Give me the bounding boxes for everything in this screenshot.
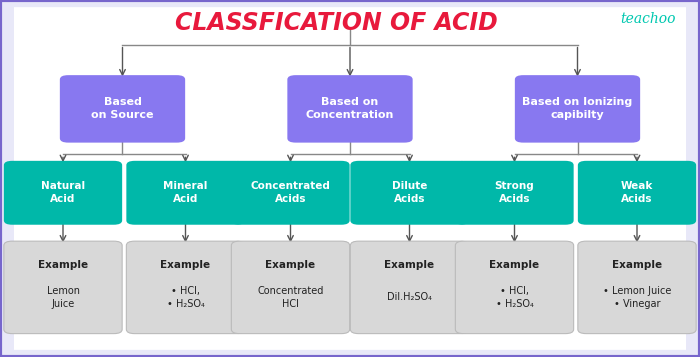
- Text: Dilute
Acids: Dilute Acids: [392, 181, 427, 204]
- FancyBboxPatch shape: [126, 161, 245, 225]
- FancyBboxPatch shape: [350, 161, 469, 225]
- Text: Concentrated
Acids: Concentrated Acids: [251, 181, 330, 204]
- FancyBboxPatch shape: [60, 75, 185, 143]
- Text: • Lemon Juice
• Vinegar: • Lemon Juice • Vinegar: [603, 286, 671, 309]
- FancyBboxPatch shape: [578, 241, 696, 333]
- Text: Lemon
Juice: Lemon Juice: [46, 286, 80, 309]
- Text: Dil.H₂SO₄: Dil.H₂SO₄: [387, 292, 432, 302]
- FancyBboxPatch shape: [455, 161, 574, 225]
- Text: Example: Example: [265, 260, 316, 270]
- FancyBboxPatch shape: [4, 161, 122, 225]
- Text: Example: Example: [489, 260, 540, 270]
- Text: Based
on Source: Based on Source: [91, 97, 154, 120]
- Text: Example: Example: [38, 260, 88, 270]
- FancyBboxPatch shape: [287, 75, 412, 143]
- Text: Mineral
Acid: Mineral Acid: [163, 181, 208, 204]
- FancyBboxPatch shape: [231, 161, 349, 225]
- FancyBboxPatch shape: [455, 241, 574, 333]
- Text: teachoo: teachoo: [620, 12, 676, 26]
- Text: • HCl,
• H₂SO₄: • HCl, • H₂SO₄: [496, 286, 533, 309]
- FancyBboxPatch shape: [350, 241, 469, 333]
- Text: Weak
Acids: Weak Acids: [621, 181, 653, 204]
- Text: Strong
Acids: Strong Acids: [495, 181, 534, 204]
- Text: Natural
Acid: Natural Acid: [41, 181, 85, 204]
- Text: CLASSFICATION OF ACID: CLASSFICATION OF ACID: [174, 11, 498, 35]
- Text: Example: Example: [384, 260, 435, 270]
- Text: • HCl,
• H₂SO₄: • HCl, • H₂SO₄: [167, 286, 204, 309]
- Text: Concentrated
HCl: Concentrated HCl: [258, 286, 323, 309]
- Text: Example: Example: [160, 260, 211, 270]
- FancyBboxPatch shape: [514, 75, 640, 143]
- Text: Based on
Concentration: Based on Concentration: [306, 97, 394, 120]
- Text: Based on Ionizing
capibilty: Based on Ionizing capibilty: [522, 97, 633, 120]
- FancyBboxPatch shape: [126, 241, 245, 333]
- FancyBboxPatch shape: [14, 7, 686, 350]
- FancyBboxPatch shape: [578, 161, 696, 225]
- Text: Example: Example: [612, 260, 662, 270]
- FancyBboxPatch shape: [231, 241, 349, 333]
- FancyBboxPatch shape: [4, 241, 122, 333]
